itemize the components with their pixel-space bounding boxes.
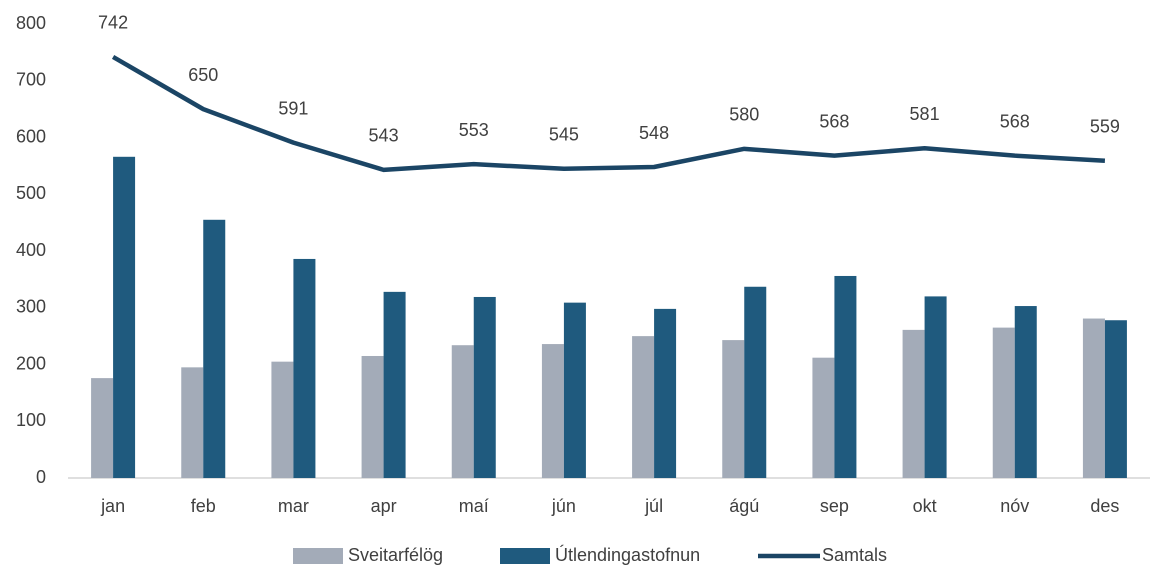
data-label: 581 [910,104,940,124]
bar [632,336,655,478]
data-label: 559 [1090,117,1120,137]
x-tick-label: júl [644,496,663,516]
bar [181,367,204,478]
x-tick-label: ágú [729,496,759,516]
y-tick-label: 800 [16,13,46,33]
x-tick-label: maí [459,496,489,516]
bar [744,286,767,478]
total-line [111,54,1106,173]
legend-label: Samtals [822,545,887,565]
y-tick-label: 200 [16,353,46,373]
data-label: 548 [639,123,669,143]
data-label: 553 [459,120,489,140]
x-tick-label: feb [191,496,216,516]
bar [902,329,925,478]
bar [293,258,316,478]
x-tick-label: jan [100,496,125,516]
bar [722,340,745,478]
y-tick-label: 500 [16,183,46,203]
bar [383,291,406,478]
data-label: 742 [98,13,128,33]
bar [91,378,114,478]
x-tick-label: des [1090,496,1119,516]
legend-label: Sveitarfélög [348,545,443,565]
bar [203,219,226,478]
x-tick-label: nóv [1000,496,1029,516]
x-tick-label: sep [820,496,849,516]
bar [563,302,586,478]
y-tick-label: 700 [16,70,46,90]
x-tick-label: mar [278,496,309,516]
y-tick-label: 300 [16,297,46,317]
bar [1014,306,1037,478]
data-label: 543 [369,126,399,146]
data-label: 545 [549,124,579,144]
bar [992,327,1015,478]
bar [473,296,496,478]
legend-swatch [500,548,550,564]
data-label: 580 [729,105,759,125]
bar [271,361,294,478]
bar [834,275,857,478]
bar [113,156,136,479]
data-label: 650 [188,65,218,85]
bar [1082,318,1105,478]
bar [924,296,947,478]
bar [541,344,564,478]
y-tick-label: 100 [16,410,46,430]
bar [361,355,384,478]
bar [654,308,677,478]
x-tick-label: jún [551,496,576,516]
data-label: 568 [819,111,849,131]
x-tick-label: okt [913,496,937,516]
bar [1104,320,1127,478]
y-tick-label: 0 [36,467,46,487]
legend-label: Útlendingastofnun [555,544,700,565]
y-tick-label: 600 [16,126,46,146]
x-tick-label: apr [371,496,397,516]
data-label: 568 [1000,111,1030,131]
legend-swatch [293,548,343,564]
data-label: 591 [278,98,308,118]
y-tick-label: 400 [16,240,46,260]
bar [451,345,474,478]
bar [812,357,835,478]
